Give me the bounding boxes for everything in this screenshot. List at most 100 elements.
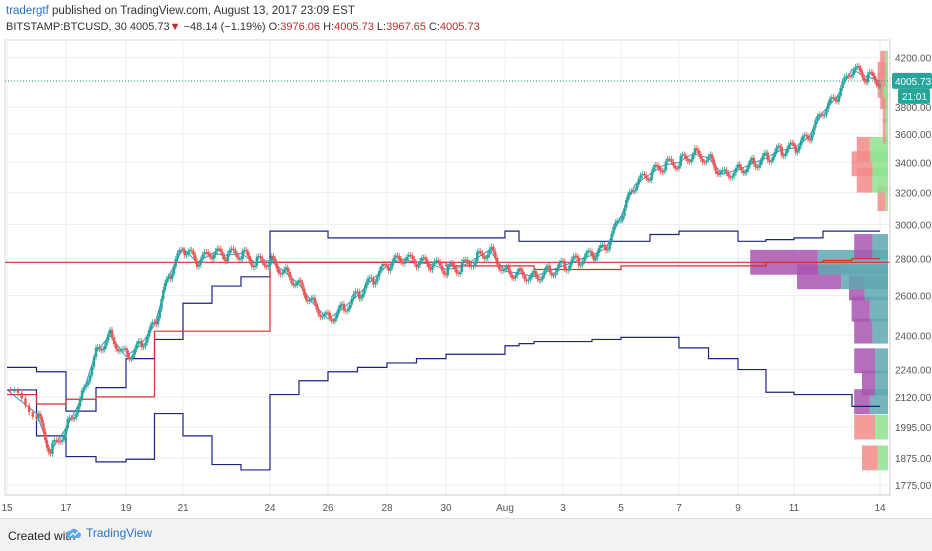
candle-body bbox=[585, 252, 588, 257]
y-tick-label: 1995.00 bbox=[895, 423, 932, 434]
candle-body bbox=[668, 158, 671, 160]
candle-body bbox=[841, 81, 844, 88]
candle-body bbox=[277, 268, 280, 273]
candle-body bbox=[789, 142, 792, 146]
candle-body bbox=[279, 272, 282, 275]
candle-body bbox=[392, 257, 396, 263]
candle-body bbox=[878, 85, 882, 87]
candle-body bbox=[592, 254, 595, 261]
candle-body bbox=[284, 267, 288, 270]
candle-body bbox=[677, 165, 681, 169]
candle-body bbox=[819, 114, 823, 116]
candle-body bbox=[135, 344, 138, 350]
candle-body bbox=[42, 422, 45, 432]
candle-body bbox=[661, 171, 664, 173]
candle-body bbox=[370, 277, 373, 279]
low-label: L: bbox=[376, 21, 387, 33]
candle-body bbox=[100, 348, 103, 351]
candle-body bbox=[672, 161, 675, 166]
candle-body bbox=[156, 318, 160, 325]
candle-body bbox=[787, 145, 790, 150]
candle-body bbox=[418, 261, 422, 265]
close-value: 4005.73 bbox=[439, 21, 480, 33]
candle-body bbox=[363, 288, 366, 294]
candle-body bbox=[805, 134, 808, 137]
candle-body bbox=[870, 72, 873, 74]
candle-body bbox=[435, 260, 438, 262]
candle-body bbox=[837, 95, 841, 102]
candle-body bbox=[747, 164, 750, 170]
candle-body bbox=[294, 285, 297, 287]
candle-body bbox=[494, 251, 497, 259]
candle-body bbox=[530, 272, 534, 277]
candle-body bbox=[167, 276, 170, 279]
candle-body bbox=[323, 314, 326, 317]
candle-body bbox=[732, 172, 736, 177]
candle-body bbox=[297, 280, 301, 283]
author-link[interactable]: tradergtf bbox=[6, 5, 49, 17]
candle-body bbox=[510, 274, 514, 278]
candle-body bbox=[670, 159, 673, 162]
candle-body bbox=[492, 246, 495, 252]
candle-body bbox=[818, 114, 821, 117]
candle-body bbox=[632, 191, 635, 193]
candle-body bbox=[158, 309, 161, 319]
candle-body bbox=[568, 264, 572, 269]
candle-body bbox=[431, 264, 434, 271]
candle-body bbox=[413, 258, 416, 264]
candle-body bbox=[365, 282, 368, 289]
candle-body bbox=[199, 259, 202, 265]
candle-body bbox=[559, 260, 563, 264]
candle-body bbox=[599, 245, 602, 249]
candle-body bbox=[31, 412, 35, 417]
candle-body bbox=[451, 263, 455, 266]
volume-bar bbox=[882, 118, 886, 144]
candle-body bbox=[138, 341, 142, 343]
candle-body bbox=[604, 247, 608, 251]
candle-body bbox=[614, 222, 617, 227]
candle-body bbox=[424, 257, 427, 260]
candle-body bbox=[621, 215, 624, 221]
candle-body bbox=[73, 417, 76, 419]
candle-body bbox=[457, 272, 460, 274]
candle-body bbox=[567, 268, 570, 271]
candle-body bbox=[224, 259, 228, 262]
x-tick-label: 5 bbox=[618, 503, 624, 514]
candle-body bbox=[319, 314, 322, 317]
candle-body bbox=[875, 80, 878, 85]
candle-body bbox=[784, 153, 787, 156]
candle-body bbox=[226, 253, 230, 262]
candle-body bbox=[608, 242, 611, 250]
candle-body bbox=[574, 255, 577, 257]
candle-body bbox=[317, 309, 320, 315]
candle-body bbox=[799, 140, 803, 146]
candle-body bbox=[246, 251, 250, 256]
candle-body bbox=[80, 390, 84, 400]
candle-body bbox=[612, 226, 615, 234]
candle-body bbox=[40, 416, 43, 423]
candle-body bbox=[153, 322, 156, 324]
axes: 1775.00 1875.00 1995.00 2120.00 2240.00 2400.… bbox=[1, 40, 932, 514]
candle-body bbox=[228, 249, 231, 254]
candle-body bbox=[324, 312, 328, 315]
candle-body bbox=[742, 170, 745, 173]
candle-body bbox=[466, 259, 469, 263]
candle-body bbox=[407, 254, 410, 257]
candle-body bbox=[381, 263, 385, 267]
tradingview-logo-link[interactable]: TradingView bbox=[66, 526, 152, 540]
candle-body bbox=[635, 184, 639, 191]
candle-body bbox=[446, 266, 449, 276]
candle-body bbox=[546, 265, 550, 267]
candle-body bbox=[321, 316, 324, 318]
candle-body bbox=[70, 417, 73, 419]
candle-body bbox=[288, 271, 291, 278]
candle-body bbox=[507, 266, 510, 271]
candle-body bbox=[863, 77, 866, 82]
candle-body bbox=[27, 405, 31, 413]
candle-body bbox=[773, 151, 776, 157]
x-tick-label: 19 bbox=[120, 503, 132, 514]
candle-body bbox=[835, 100, 839, 102]
candle-body bbox=[770, 160, 773, 162]
price-chart[interactable]: 1775.00 1875.00 1995.00 2120.00 2240.00 2400.… bbox=[0, 0, 932, 518]
candle-body bbox=[149, 324, 153, 331]
